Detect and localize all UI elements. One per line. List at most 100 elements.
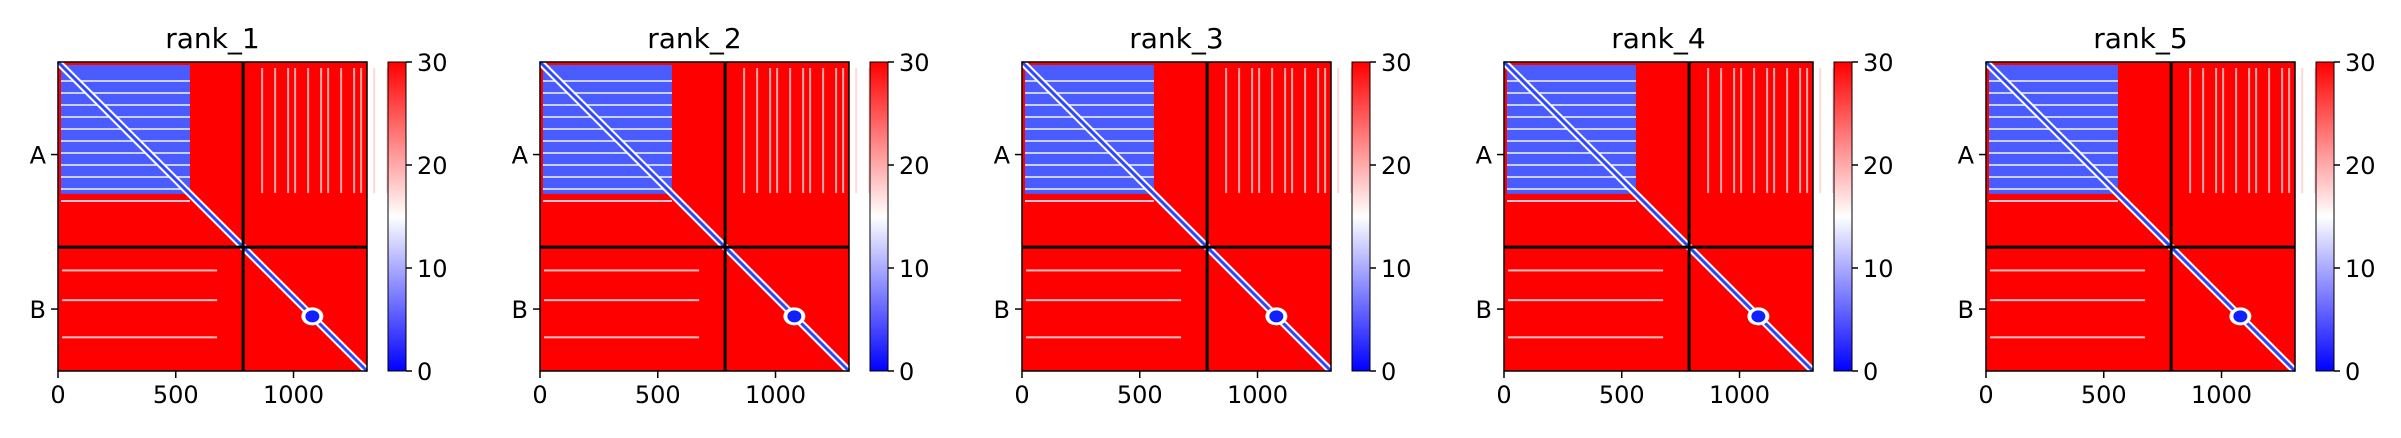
offdiag-stripe xyxy=(294,68,297,194)
offdiag-stripe xyxy=(320,68,323,194)
x-tick-label: 1000 xyxy=(263,381,324,409)
offdiag-stripe xyxy=(1773,68,1776,194)
offdiag-stripe xyxy=(756,68,759,194)
x-tick-label: 1000 xyxy=(1227,381,1288,409)
block-stripe xyxy=(543,152,672,154)
block-stripe xyxy=(1025,104,1154,106)
colorbar-tick-label: 20 xyxy=(417,152,448,180)
offdiag-stripe xyxy=(1304,68,1307,194)
plot-frame xyxy=(1021,61,1332,372)
block-stripe xyxy=(1507,176,1636,178)
colorbar xyxy=(387,61,407,372)
block-stripe xyxy=(1507,92,1636,94)
block-stripe xyxy=(61,152,190,154)
offdiag-stripe xyxy=(855,68,858,194)
offdiag-stripe xyxy=(1284,68,1287,194)
offdiag-stripe xyxy=(353,68,356,194)
offdiag-stripe xyxy=(62,269,218,272)
colorbar-tick-label: 10 xyxy=(417,255,448,283)
colorbar-tick-label: 0 xyxy=(1381,358,1396,386)
block-stripe xyxy=(1989,176,2118,178)
offdiag-stripe xyxy=(1317,68,1320,194)
offdiag-stripe xyxy=(1990,269,2146,272)
block-stripe xyxy=(61,188,190,190)
offdiag-stripe xyxy=(1291,68,1294,194)
block-stripe xyxy=(1989,152,2118,154)
block-stripe xyxy=(61,80,190,82)
offdiag-stripe xyxy=(1026,299,1182,302)
colorbar-tick-label: 30 xyxy=(899,49,930,77)
offdiag-stripe xyxy=(1026,336,1182,339)
offdiag-stripe xyxy=(2248,68,2251,194)
offdiag-stripe xyxy=(1707,68,1710,194)
offdiag-stripe xyxy=(809,68,812,194)
chain-b-domain xyxy=(1751,310,1766,323)
offdiag-stripe xyxy=(2255,68,2258,194)
offdiag-stripe xyxy=(1238,68,1241,194)
y-tick-label: B xyxy=(30,296,46,324)
panel-1: rank_1 A B 0 500 1000 0 10 20 30 xyxy=(30,22,448,409)
offdiag-stripe xyxy=(1508,299,1664,302)
offdiag-stripe xyxy=(1786,68,1789,194)
block-stripe xyxy=(543,164,672,166)
colorbar-tick-label: 20 xyxy=(1863,152,1894,180)
panel-title: rank_4 xyxy=(1611,22,1705,55)
block-stripe xyxy=(543,104,672,106)
plot-frame xyxy=(57,61,368,372)
x-tick-label: 0 xyxy=(1496,381,1511,409)
offdiag-stripe xyxy=(1753,68,1756,194)
panel-3: rank_3 A B 0 500 1000 0 10 20 30 xyxy=(994,22,1412,409)
offdiag-stripe xyxy=(1766,68,1769,194)
block-stripe xyxy=(1025,188,1154,190)
panel-2: rank_2 A B 0 500 1000 0 10 20 30 xyxy=(512,22,930,409)
chain-b-domain xyxy=(305,310,320,323)
offdiag-stripe xyxy=(2281,68,2284,194)
y-tick-label: A xyxy=(1476,142,1493,170)
colorbar xyxy=(1351,61,1371,372)
offdiag-stripe xyxy=(2288,68,2291,194)
x-tick-label: 0 xyxy=(1014,381,1029,409)
offdiag-stripe xyxy=(1740,68,1743,194)
offdiag-stripe xyxy=(2301,68,2304,194)
colorbar-tick-label: 0 xyxy=(899,358,914,386)
x-tick-label: 1000 xyxy=(745,381,806,409)
panel-title: rank_2 xyxy=(647,22,741,55)
colorbar-tick-label: 20 xyxy=(2345,152,2376,180)
block-stripe xyxy=(1507,152,1636,154)
block-stripe xyxy=(543,80,672,82)
chain-b-domain xyxy=(1269,310,1284,323)
colorbar-tick-label: 10 xyxy=(899,255,930,283)
block-stripe xyxy=(1507,188,1636,190)
y-tick-label: B xyxy=(512,296,528,324)
offdiag-stripe xyxy=(743,68,746,194)
offdiag-stripe xyxy=(544,269,700,272)
block-stripe xyxy=(1507,200,1636,202)
block-stripe xyxy=(1989,140,2118,142)
offdiag-stripe xyxy=(1990,336,2146,339)
block-stripe xyxy=(1989,92,2118,94)
plot-frame xyxy=(1985,61,2296,372)
offdiag-stripe xyxy=(62,299,218,302)
colorbar xyxy=(869,61,889,372)
y-tick-label: B xyxy=(1958,296,1974,324)
offdiag-stripe xyxy=(789,68,792,194)
colorbar-tick-label: 30 xyxy=(1381,49,1412,77)
offdiag-stripe xyxy=(2222,68,2225,194)
offdiag-stripe xyxy=(1271,68,1274,194)
block-stripe xyxy=(1025,164,1154,166)
y-tick-label: A xyxy=(1958,142,1975,170)
offdiag-stripe xyxy=(1251,68,1254,194)
block-stripe xyxy=(543,200,672,202)
block-stripe xyxy=(61,92,190,94)
x-tick-label: 1000 xyxy=(1709,381,1770,409)
colorbar-tick-label: 20 xyxy=(1381,152,1412,180)
block-stripe xyxy=(1025,176,1154,178)
offdiag-stripe xyxy=(1720,68,1723,194)
colorbar-tick-label: 0 xyxy=(1863,358,1878,386)
offdiag-stripe xyxy=(544,336,700,339)
panel-title: rank_5 xyxy=(2093,22,2187,55)
block-stripe xyxy=(1507,140,1636,142)
offdiag-stripe xyxy=(360,68,363,194)
offdiag-stripe xyxy=(835,68,838,194)
